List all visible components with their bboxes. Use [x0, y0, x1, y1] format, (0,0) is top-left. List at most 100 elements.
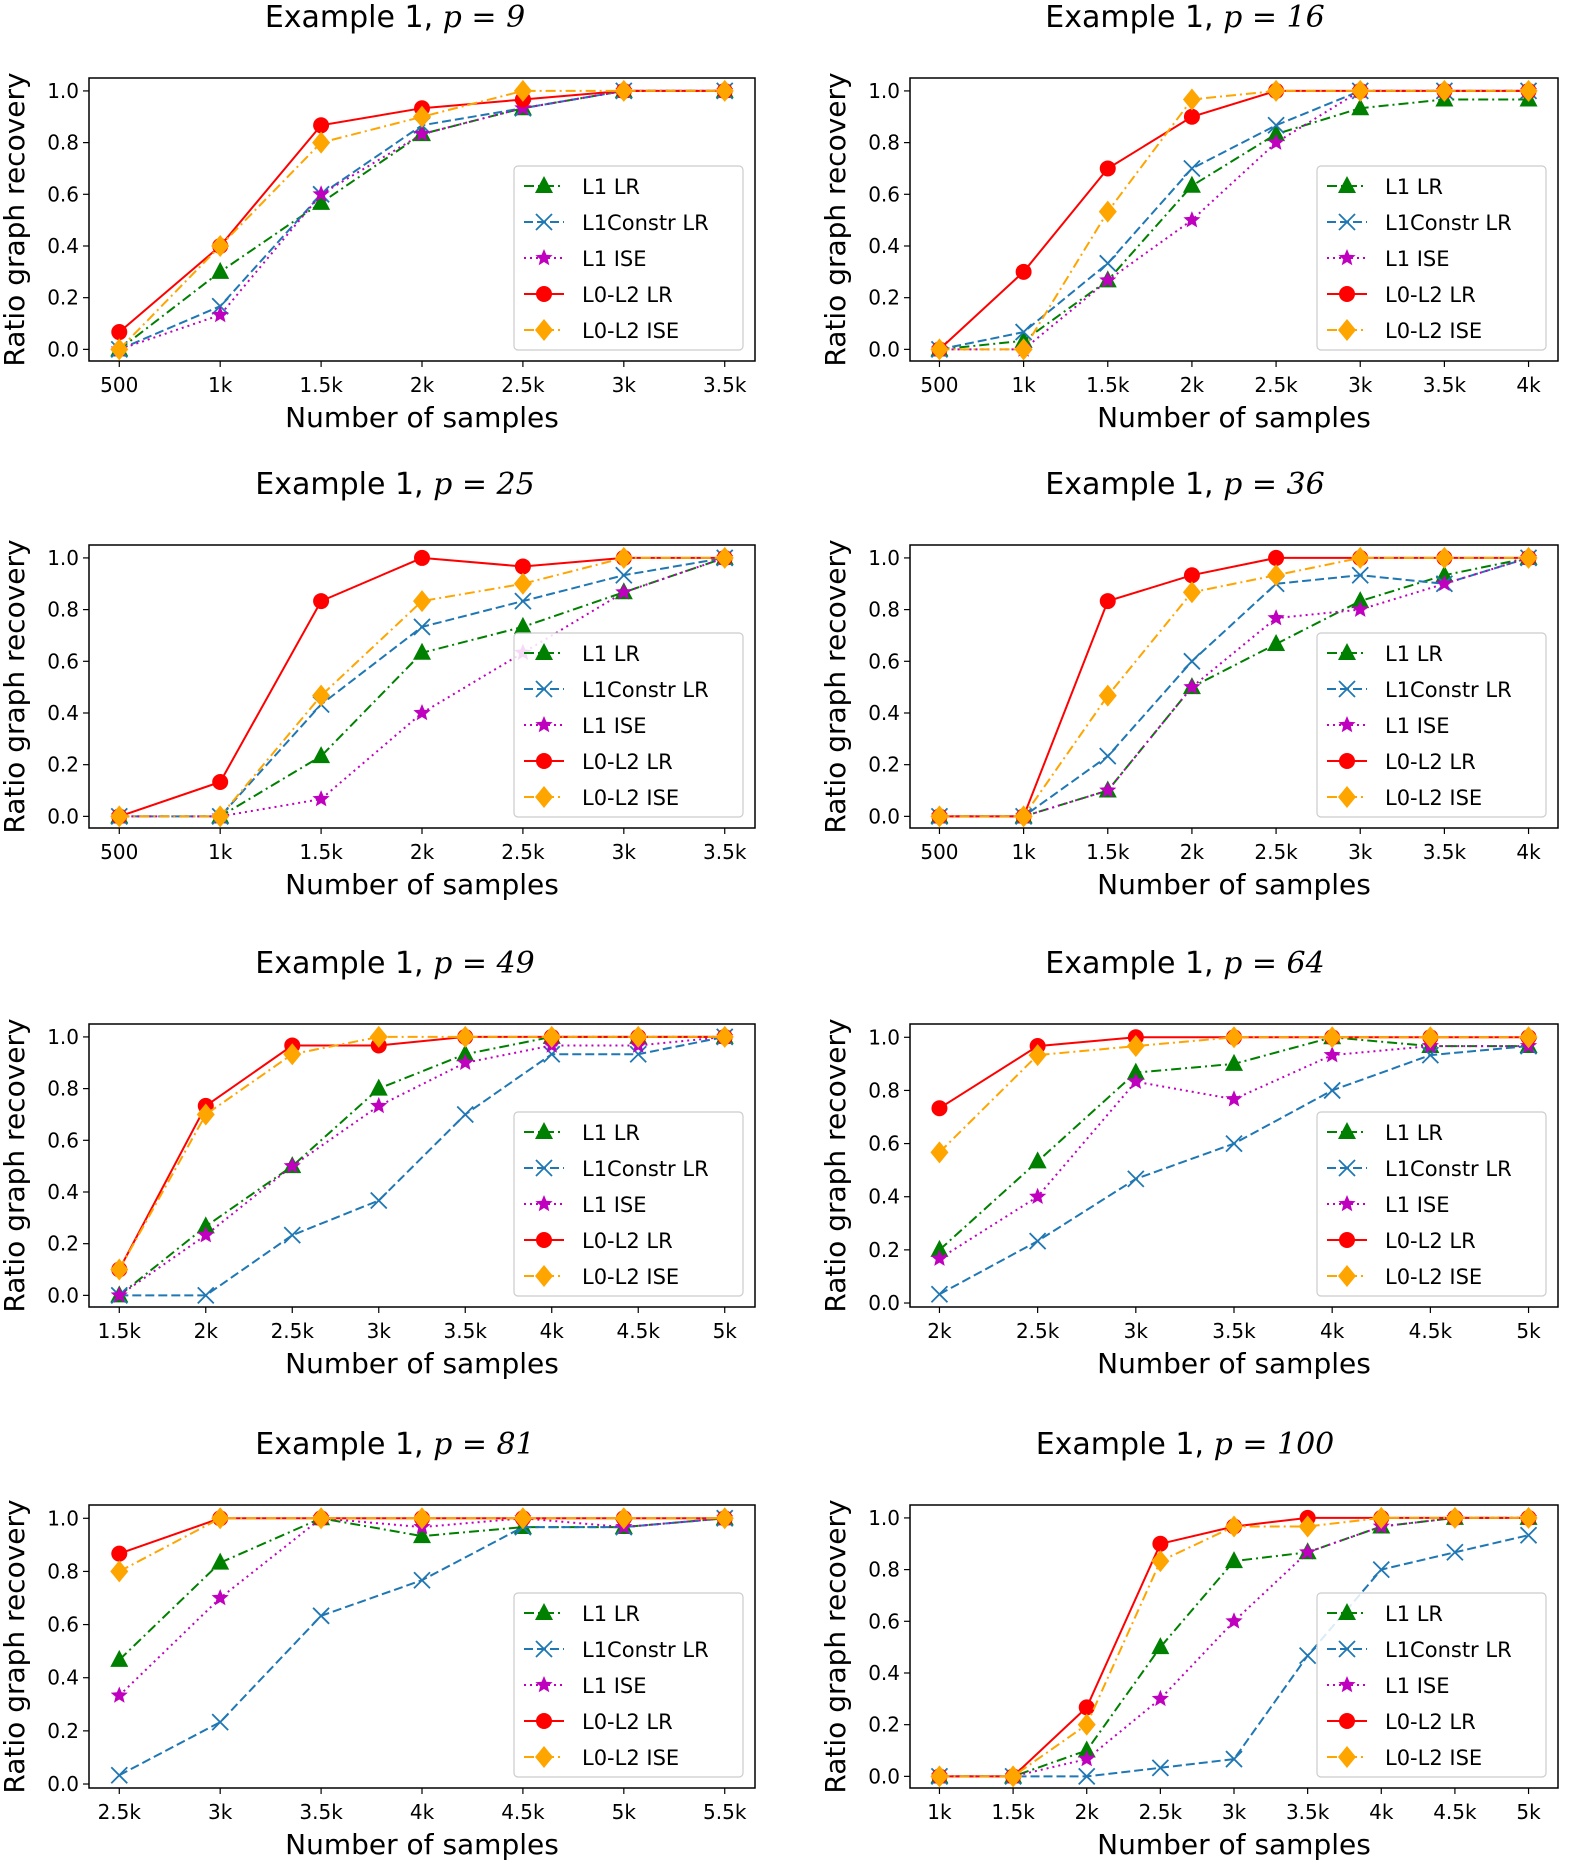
plot-svg: 0.0 0.2 0.4 0.6 0.8 1.0 1.5k 2k 2.5k 3k 3.5k 4k 4.5k…	[0, 1018, 756, 1380]
data-point-triangle-marker	[110, 1649, 129, 1667]
data-point-circle-marker	[1339, 1232, 1355, 1248]
data-point-triangle-marker	[1338, 1122, 1356, 1139]
data-point-x-marker	[1099, 747, 1117, 765]
x-tick-label: 3.5k	[299, 1800, 343, 1824]
x-tick-label: 3.5k	[703, 840, 747, 864]
data-point-circle-marker	[536, 1713, 552, 1729]
data-point-x-marker	[1338, 1159, 1356, 1177]
data-point-triangle-marker	[1351, 98, 1370, 116]
x-tick-label: 3k	[612, 840, 637, 864]
subplot-title: Example 1, p = 100	[790, 1427, 1580, 1463]
y-tick-label: 0.6	[868, 182, 900, 206]
x-tick-label: 2.5k	[1139, 1800, 1183, 1824]
data-point-diamond-marker	[1519, 546, 1538, 569]
data-point-diamond-marker	[715, 1025, 734, 1048]
data-point-diamond-marker	[110, 1258, 129, 1281]
series-l0-l2-ise	[930, 1026, 1538, 1164]
plot-svg: 0.0 0.2 0.4 0.6 0.8 1.0 500 1k 1.5k 2k 2.5k 3k 3.5k N…	[0, 72, 756, 434]
title-math: p = 36	[1223, 467, 1325, 502]
legend-label: L1Constr LR	[582, 211, 709, 235]
data-point-star-marker	[1127, 1072, 1145, 1089]
y-tick-label: 1.0	[47, 546, 79, 570]
subplot: Example 1, p = 16 0.0 0.2 0.4 0.6 0.8 1.0 500 1k…	[790, 0, 1580, 465]
series-l0-l2-ise	[110, 1025, 734, 1281]
data-point-diamond-marker	[1519, 1026, 1538, 1049]
data-point-x-marker	[1298, 1647, 1317, 1665]
data-point-diamond-marker	[211, 234, 230, 257]
data-point-triangle-marker	[1225, 1053, 1243, 1071]
x-tick-label: 2k	[1075, 1800, 1100, 1824]
y-tick-label: 1.0	[868, 546, 900, 570]
legend-entry: L0-L2 ISE	[1327, 1746, 1482, 1770]
data-point-x-marker	[1338, 1640, 1356, 1658]
series-l1constr-lr	[930, 1037, 1538, 1303]
data-point-star-marker	[535, 1676, 553, 1693]
data-point-circle-marker	[1099, 593, 1116, 610]
data-point-diamond-marker	[312, 1507, 331, 1530]
legend-label: L0-L2 LR	[1385, 750, 1476, 774]
legend-label: L0-L2 ISE	[582, 319, 679, 343]
y-tick-label: 0.2	[47, 1232, 79, 1256]
data-point-triangle-marker	[1225, 1551, 1243, 1569]
data-point-star-marker	[1338, 249, 1356, 266]
y-tick-label: 0.0	[47, 804, 79, 828]
series-l0-l2-ise	[110, 546, 734, 828]
title-math: p = 25	[433, 467, 535, 502]
y-tick-label: 0.8	[47, 131, 79, 155]
data-point-diamond-marker	[196, 1103, 215, 1126]
data-point-diamond-marker	[715, 1507, 734, 1530]
data-point-x-marker	[1225, 1134, 1243, 1153]
data-point-triangle-marker	[211, 1552, 230, 1570]
legend-entry: L1Constr LR	[1327, 1157, 1512, 1181]
x-axis-label: Number of samples	[285, 868, 559, 901]
x-tick-label: 3k	[1348, 373, 1373, 397]
data-point-diamond-marker	[1338, 786, 1356, 808]
legend-entry: L1 ISE	[1327, 1674, 1450, 1698]
data-point-diamond-marker	[513, 572, 532, 595]
legend-label: L0-L2 LR	[1385, 1710, 1476, 1734]
data-point-star-marker	[1099, 781, 1117, 798]
legend-entry: L0-L2 LR	[524, 1229, 673, 1253]
legend-label: L0-L2 ISE	[582, 1265, 679, 1289]
data-point-star-marker	[1183, 678, 1201, 695]
data-point-triangle-marker	[1267, 124, 1286, 142]
data-point-triangle-marker	[535, 176, 553, 193]
legend-label: L1 ISE	[1385, 1674, 1450, 1698]
data-point-circle-marker	[212, 773, 229, 790]
data-point-star-marker	[211, 1589, 229, 1606]
data-point-x-marker	[1099, 254, 1117, 272]
series-line	[118, 1035, 725, 1270]
y-tick-label: 0.8	[868, 131, 900, 155]
data-point-x-marker	[1446, 1543, 1464, 1561]
y-tick-label: 0.0	[47, 1772, 79, 1796]
x-axis-label: Number of samples	[285, 1347, 559, 1380]
data-point-diamond-marker	[930, 338, 949, 361]
series-l0-l2-ise	[930, 79, 1538, 361]
x-tick-label: 3k	[1124, 1319, 1149, 1343]
data-point-diamond-marker	[614, 1507, 633, 1530]
data-point-diamond-marker	[614, 546, 633, 569]
legend-entry: L0-L2 ISE	[1327, 786, 1482, 810]
data-point-circle-marker	[1339, 286, 1355, 302]
y-axis-label: Ratio graph recovery	[0, 72, 31, 366]
x-tick-label: 2k	[410, 840, 435, 864]
legend-label: L1Constr LR	[1385, 211, 1512, 235]
x-tick-label: 2.5k	[1254, 840, 1298, 864]
data-point-x-marker	[1519, 1526, 1538, 1544]
data-point-x-marker	[535, 213, 553, 231]
legend-box	[513, 632, 744, 818]
data-point-x-marker	[514, 592, 532, 610]
legend-label: L1 LR	[1385, 175, 1443, 199]
data-point-diamond-marker	[1004, 1765, 1023, 1788]
subplot-title: Example 1, p = 81	[0, 1427, 790, 1463]
x-tick-label: 5k	[1516, 1319, 1541, 1343]
x-tick-label: 5.5k	[703, 1800, 747, 1824]
x-tick-label: 3.5k	[444, 1319, 488, 1343]
x-tick-label: 5k	[713, 1319, 738, 1343]
subplot: Example 1, p = 81 0.0 0.2 0.4 0.6 0.8 1.0 2.5k 3…	[0, 1427, 790, 1867]
data-point-x-marker	[1127, 1170, 1145, 1188]
data-point-x-marker	[930, 1285, 949, 1303]
data-point-diamond-marker	[1435, 79, 1454, 102]
data-point-star-marker	[1029, 1187, 1047, 1204]
data-point-x-marker	[1338, 213, 1356, 231]
